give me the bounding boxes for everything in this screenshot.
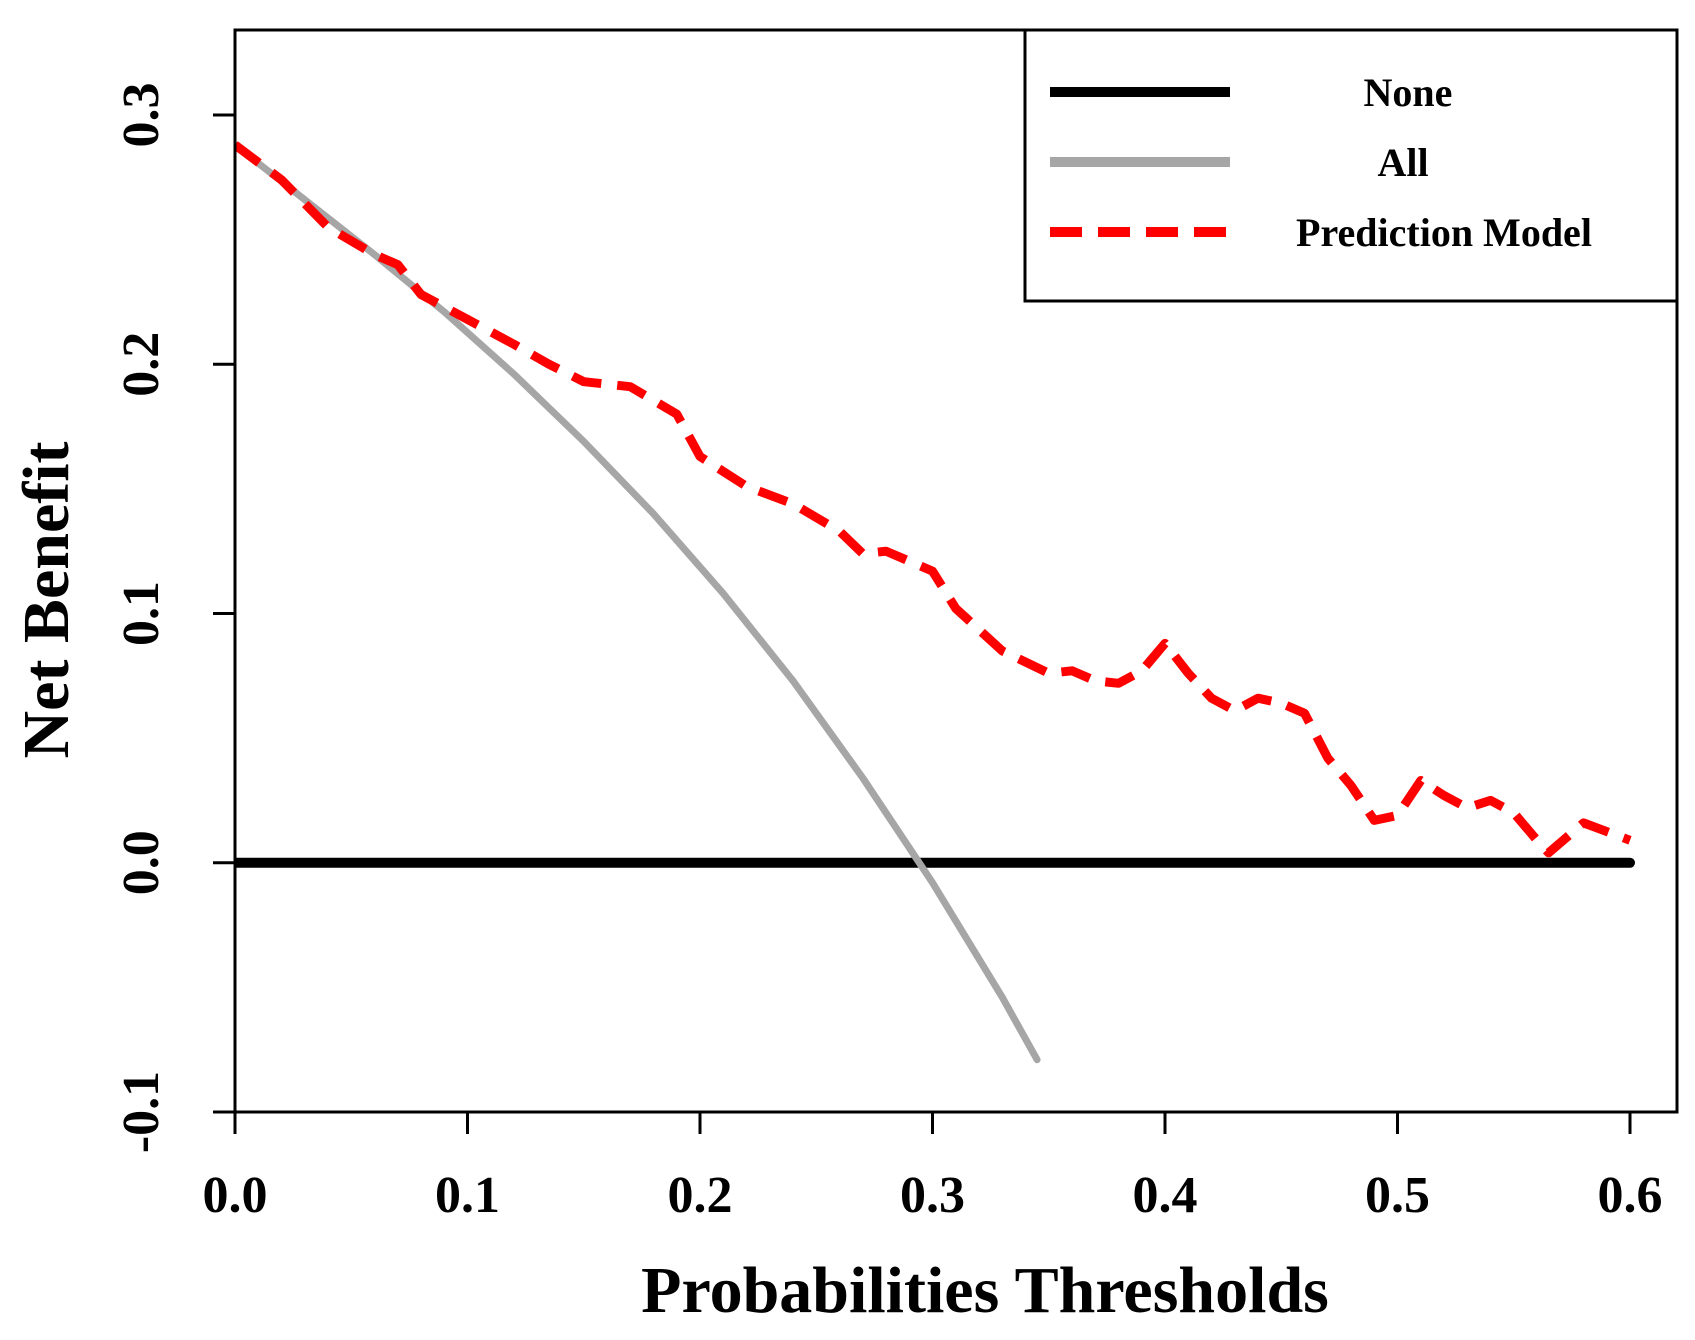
y-tick-label: 0.0 bbox=[113, 830, 170, 895]
y-axis-label: Net Benefit bbox=[10, 441, 83, 758]
x-tick-label: 0.6 bbox=[1598, 1167, 1663, 1224]
plot-lines bbox=[235, 141, 1635, 1064]
legend: None All Prediction Model bbox=[1023, 28, 1679, 303]
legend-label-all: All bbox=[1377, 140, 1428, 185]
x-axis: 0.0 0.1 0.2 0.3 0.4 0.5 0.6 bbox=[203, 1112, 1663, 1224]
y-tick-label: 0.3 bbox=[113, 83, 170, 148]
x-axis-label: Probabilities Thresholds bbox=[641, 1254, 1329, 1327]
x-tick-label: 0.3 bbox=[900, 1167, 965, 1224]
y-tick-label: 0.2 bbox=[113, 332, 170, 397]
series-line-all bbox=[235, 141, 1041, 1064]
series-line-prediction-model bbox=[235, 141, 1632, 858]
legend-label-prediction-model: Prediction Model bbox=[1296, 210, 1592, 255]
x-tick-label: 0.0 bbox=[203, 1167, 268, 1224]
plot-frame bbox=[233, 28, 1679, 1114]
y-tick-label: 0.1 bbox=[113, 581, 170, 646]
x-tick-label: 0.5 bbox=[1365, 1167, 1430, 1224]
y-tick-label: -0.1 bbox=[113, 1071, 170, 1153]
y-axis: -0.1 0.0 0.1 0.2 0.3 bbox=[113, 83, 235, 1153]
x-tick-label: 0.1 bbox=[435, 1167, 500, 1224]
x-tick-label: 0.2 bbox=[668, 1167, 733, 1224]
x-tick-label: 0.4 bbox=[1133, 1167, 1198, 1224]
legend-label-none: None bbox=[1364, 70, 1453, 115]
